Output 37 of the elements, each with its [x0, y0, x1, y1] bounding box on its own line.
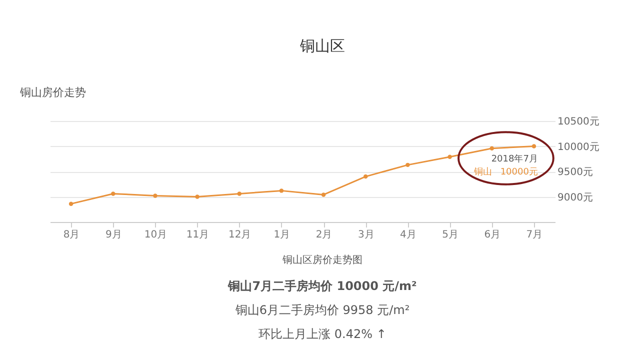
text: 铜山区房价走势图 [282, 254, 362, 266]
x-tick-label: 2月 [316, 230, 332, 240]
series-label: 铜山 [472, 166, 492, 178]
chart-title: 铜山区 [299, 37, 345, 55]
x-tick-label: 7月 [526, 230, 543, 240]
x-tick-label: 8月 [63, 230, 80, 240]
y-tick-label: 10500元 [558, 116, 600, 128]
annotation: 10000元 [500, 166, 538, 178]
point [321, 192, 326, 197]
point [237, 192, 242, 196]
x-tick-label: 10月 [144, 230, 168, 240]
x-tick-label: 11月 [186, 230, 210, 240]
point [153, 194, 158, 198]
point [532, 144, 536, 148]
point [364, 174, 368, 179]
x-tick-label: 1月 [274, 230, 290, 240]
point [406, 162, 410, 168]
x-tick-label: 12月 [228, 230, 252, 240]
y-tick-label: 10000元 [558, 142, 600, 153]
point [448, 154, 452, 159]
y-tick-label: 9500元 [558, 167, 593, 178]
point [68, 202, 74, 206]
y-tick-label: 9000元 [558, 192, 593, 204]
x-tick-label: 6月 [484, 230, 501, 240]
point [279, 188, 284, 193]
text: 铜山7月二手房均价 10000 元/m² [227, 279, 417, 293]
point [195, 194, 200, 199]
x-tick-label: 9月 [105, 230, 122, 240]
chart-subtitle: 铜山房价走势 [19, 86, 86, 99]
text: 环比上月上涨 0.42% ↑ [258, 327, 386, 341]
point [490, 146, 494, 150]
x-tick-label: 3月 [358, 230, 374, 240]
x-tick-label: 4月 [400, 230, 416, 240]
text: 铜山6月二手房均价 9958 元/m² [234, 303, 410, 317]
annotation: 2018年7月 [491, 153, 538, 164]
x-tick-label: 5月 [442, 230, 458, 240]
point [111, 192, 116, 196]
